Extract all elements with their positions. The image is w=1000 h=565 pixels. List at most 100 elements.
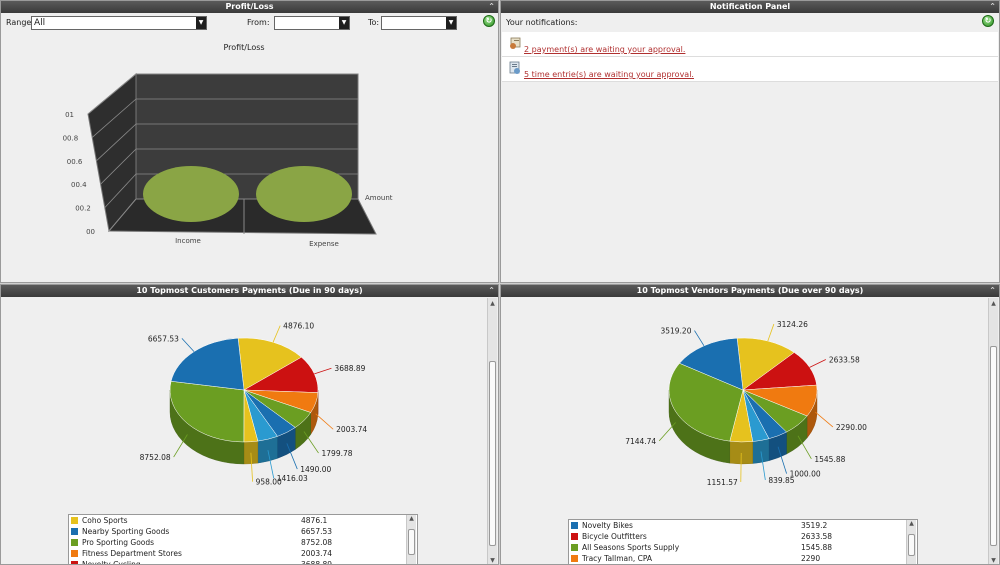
legend-scrollbar[interactable]: ▲ <box>906 520 916 564</box>
pie-label-line <box>250 452 253 482</box>
from-label: From: <box>247 18 270 27</box>
pie-data-label: 839.85 <box>768 476 794 485</box>
pie-slice-side <box>752 438 770 464</box>
pie-data-label: 3124.26 <box>777 320 808 329</box>
pie-data-label: 2003.74 <box>336 425 367 434</box>
collapse-icon[interactable]: ⌃ <box>989 286 996 295</box>
payments-approval-link[interactable]: 2 payment(s) are waiting your approval. <box>524 45 686 54</box>
pie-data-label: 1151.57 <box>707 478 738 487</box>
pie-data-label: 4876.10 <box>283 322 314 331</box>
legend-row: Nearby Sporting Goods 6657.53 <box>69 526 417 537</box>
scroll-thumb[interactable] <box>489 361 496 546</box>
legend-value: 2290 <box>801 554 821 563</box>
legend-name: Tracy Tallman, CPA <box>582 554 653 563</box>
pie-data-label: 6657.53 <box>148 334 179 343</box>
panel-header: Profit/Loss ⌃ <box>1 1 498 13</box>
collapse-icon[interactable]: ⌃ <box>989 2 996 11</box>
y-tick-label: 00.6 <box>67 158 83 166</box>
chart-title: Profit/Loss <box>223 43 264 52</box>
pie-label-line <box>181 338 195 352</box>
gridline <box>91 98 137 138</box>
y-tick-label: 00.4 <box>71 181 87 189</box>
y-tick-label: 00.8 <box>63 134 79 142</box>
y-tick-label: 00 <box>86 228 95 236</box>
gridline <box>104 173 137 208</box>
collapse-icon[interactable]: ⌃ <box>488 286 495 295</box>
pie-slice[interactable] <box>679 337 744 391</box>
y-tick-label: 01 <box>65 111 74 119</box>
legend-row: Fitness Department Stores 2003.74 <box>69 548 417 559</box>
pie-slice-side <box>243 440 259 465</box>
gridline <box>108 198 137 232</box>
pie-data-label: 7144.74 <box>625 437 656 446</box>
pie-label-line <box>777 446 787 474</box>
chevron-down-icon[interactable]: ▼ <box>339 17 349 29</box>
scroll-up-icon[interactable]: ▲ <box>991 300 996 307</box>
legend-value: 3519.2 <box>801 521 828 530</box>
legend-name: Fitness Department Stores <box>82 549 182 558</box>
pie-label-line <box>272 325 281 343</box>
scroll-thumb[interactable] <box>408 529 415 555</box>
pie-data-label: 1416.03 <box>277 474 308 483</box>
scroll-up-icon[interactable]: ▲ <box>409 515 414 522</box>
legend-swatch <box>571 544 578 551</box>
refresh-icon[interactable]: ↻ <box>982 15 994 27</box>
pie-slice[interactable] <box>668 362 744 442</box>
panel-header: 10 Topmost Customers Payments (Due in 90… <box>1 285 498 297</box>
legend-name: Bicycle Outfitters <box>582 532 647 541</box>
range-select[interactable]: All ▼ <box>31 16 207 30</box>
collapse-icon[interactable]: ⌃ <box>488 2 495 11</box>
pie-slice[interactable] <box>170 337 245 391</box>
notification-item: 5 time entrie(s) are waiting your approv… <box>502 57 998 82</box>
time-entry-icon <box>509 61 520 74</box>
legend-scrollbar[interactable]: ▲ <box>406 515 416 564</box>
notifications-label: Your notifications: <box>506 18 578 27</box>
pie-label-line <box>760 451 766 480</box>
panel-header: 10 Topmost Vendors Payments (Due over 90… <box>501 285 999 297</box>
scroll-thumb[interactable] <box>990 346 997 546</box>
pie-data-label: 1000.00 <box>790 470 821 479</box>
legend-value: 4876.1 <box>301 516 328 525</box>
panel-title: Profit/Loss <box>225 2 274 11</box>
vendors-payments-panel: 10 Topmost Vendors Payments (Due over 90… <box>500 284 1000 565</box>
legend-row: Pro Sporting Goods 8752.08 <box>69 537 417 548</box>
panel-scrollbar[interactable]: ▲ ▼ <box>988 298 998 564</box>
legend-value: 2003.74 <box>301 549 333 558</box>
chevron-down-icon[interactable]: ▼ <box>196 17 206 29</box>
range-value: All <box>34 18 46 28</box>
pie-data-label: 2290.00 <box>836 423 867 432</box>
notification-panel: Notification Panel ⌃ Your notifications:… <box>500 0 1000 283</box>
legend-value: 8752.08 <box>301 538 333 547</box>
gridline <box>100 148 137 185</box>
pie-slice[interactable] <box>736 337 795 391</box>
pie-data-label: 958.00 <box>256 478 282 487</box>
legend-swatch <box>71 539 78 546</box>
y-axis-ticks: 01 00.8 00.6 00.4 00.2 00 <box>63 111 95 236</box>
chevron-down-icon[interactable]: ▼ <box>446 17 456 29</box>
from-date-field[interactable]: ▼ <box>274 16 350 30</box>
scroll-down-icon[interactable]: ▼ <box>991 557 996 564</box>
gridline <box>87 73 137 115</box>
notification-list: 2 payment(s) are waiting your approval. … <box>502 32 998 82</box>
scroll-up-icon[interactable]: ▲ <box>909 520 914 527</box>
filter-row: Range: All ▼ From: ▼ To: ▼ ↻ <box>4 15 498 31</box>
series-label-amount: Amount <box>365 194 393 202</box>
scroll-thumb[interactable] <box>908 534 915 556</box>
time-entries-approval-link[interactable]: 5 time entrie(s) are waiting your approv… <box>524 70 694 79</box>
refresh-icon[interactable]: ↻ <box>483 15 495 27</box>
scroll-down-icon[interactable]: ▼ <box>490 557 495 564</box>
payment-icon <box>510 37 521 49</box>
y-tick-label: 00.2 <box>75 205 91 213</box>
to-date-field[interactable]: ▼ <box>381 16 457 30</box>
profit-loss-panel: Profit/Loss ⌃ Range: All ▼ From: ▼ To: ▼… <box>0 0 499 283</box>
pie-label-line <box>286 443 298 470</box>
panel-scrollbar[interactable]: ▲ ▼ <box>487 298 497 564</box>
pie-label-line <box>815 411 834 428</box>
scroll-up-icon[interactable]: ▲ <box>490 300 495 307</box>
panel-header: Notification Panel ⌃ <box>501 1 999 13</box>
legend-swatch <box>571 555 578 562</box>
pie-slice[interactable] <box>169 380 245 443</box>
legend-swatch <box>71 561 78 564</box>
customers-payments-panel: 10 Topmost Customers Payments (Due in 90… <box>0 284 499 565</box>
legend-value: 3688.89 <box>301 560 333 565</box>
